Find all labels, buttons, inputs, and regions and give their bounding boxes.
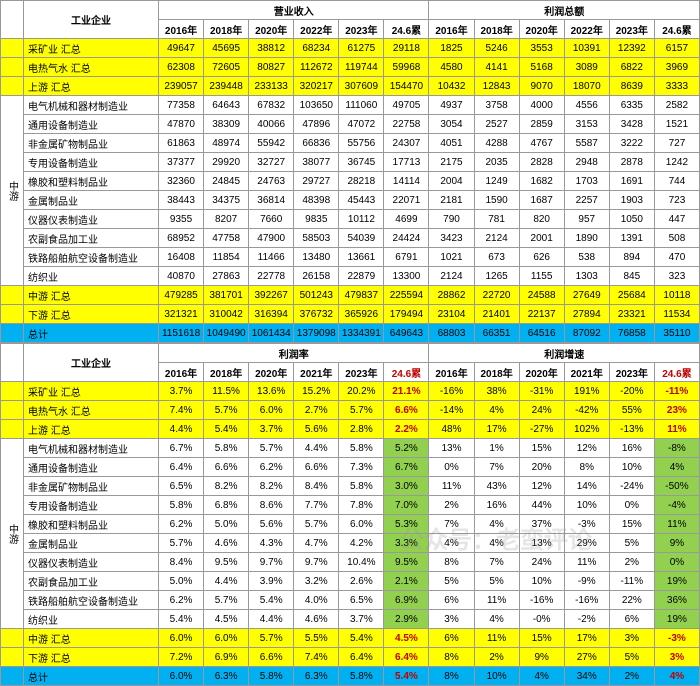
main-table: 工业企业营业收入利润总额2016年2018年2020年2022年2023年24.…	[0, 0, 700, 686]
